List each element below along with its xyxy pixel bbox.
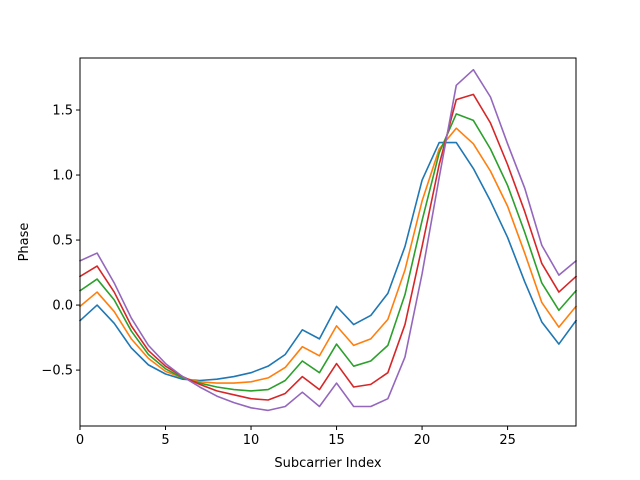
x-tick-label: 0 [76, 433, 84, 448]
y-tick-label: 1.0 [52, 169, 73, 184]
y-tick-label: 0.0 [52, 299, 73, 314]
x-tick-label: 25 [499, 433, 516, 448]
x-axis-label: Subcarrier Index [274, 456, 381, 471]
plot-area-frame [79, 57, 577, 427]
x-tick-label: 5 [161, 433, 169, 448]
y-tick-label: 1.5 [52, 104, 73, 119]
series-line-4 [78, 93, 578, 401]
y-axis-label: Phase [17, 223, 32, 262]
series-line-3 [78, 113, 578, 392]
x-tick-label: 10 [243, 433, 260, 448]
x-tick-label: 20 [414, 433, 431, 448]
series-line-1 [78, 141, 578, 382]
x-tick-label: 15 [328, 433, 345, 448]
series-line-5 [78, 68, 578, 412]
x-axis-ticks: 0 5 10 15 20 25 [76, 426, 516, 448]
y-tick-label: −0.5 [41, 364, 73, 379]
y-tick-label: 0.5 [52, 234, 73, 249]
y-axis-ticks: −0.5 0.0 0.5 1.0 1.5 [41, 104, 80, 379]
series-layer [78, 68, 578, 412]
series-line-2 [78, 127, 578, 384]
